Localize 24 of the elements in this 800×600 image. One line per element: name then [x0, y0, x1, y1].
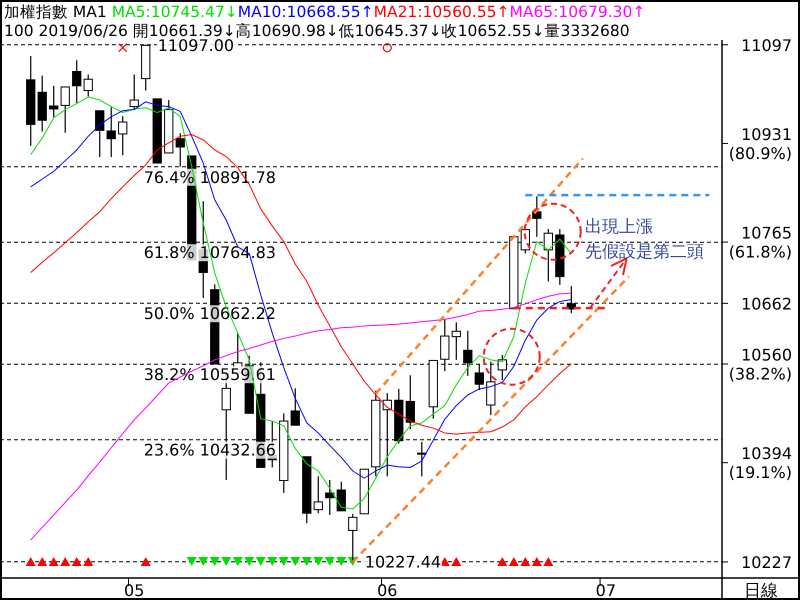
- line-series: [30, 292, 572, 540]
- ref-line-label: 23.6% 10432.66: [144, 440, 276, 460]
- y-tick-label: 10662: [741, 294, 792, 314]
- y-tick-label: 10227: [741, 552, 792, 572]
- line-series: [374, 157, 584, 395]
- x-tick-label: 05: [124, 581, 144, 600]
- y-tick-label: 10931 (80.9%): [728, 124, 792, 163]
- x-tick-label: 06: [377, 581, 398, 600]
- chart-title: 加權指數 MA1: [4, 3, 112, 21]
- text: MA65:10679.30↑: [509, 3, 646, 21]
- text: MA21:10560.55↑: [374, 3, 510, 21]
- ref-line-label: 10227.44: [364, 552, 442, 572]
- text: MA10:10668.55↑: [238, 3, 374, 21]
- y-tick-label: 10560 (38.2%): [728, 345, 792, 384]
- annotation: 先假設是第二頭: [585, 242, 704, 262]
- annotation: 出現上漲: [585, 217, 653, 237]
- ref-line-label: 11097.00: [158, 36, 234, 55]
- x-tick-label: 07: [596, 581, 616, 600]
- text: 日線: [744, 581, 778, 600]
- y-tick-label: 10765 (61.8%): [728, 224, 792, 262]
- y-tick-label: 10394 (19.1%): [728, 444, 792, 482]
- y-tick-label: 11097: [741, 36, 792, 55]
- text: MA5:10745.47↓: [112, 3, 238, 21]
- line-series: [30, 134, 572, 435]
